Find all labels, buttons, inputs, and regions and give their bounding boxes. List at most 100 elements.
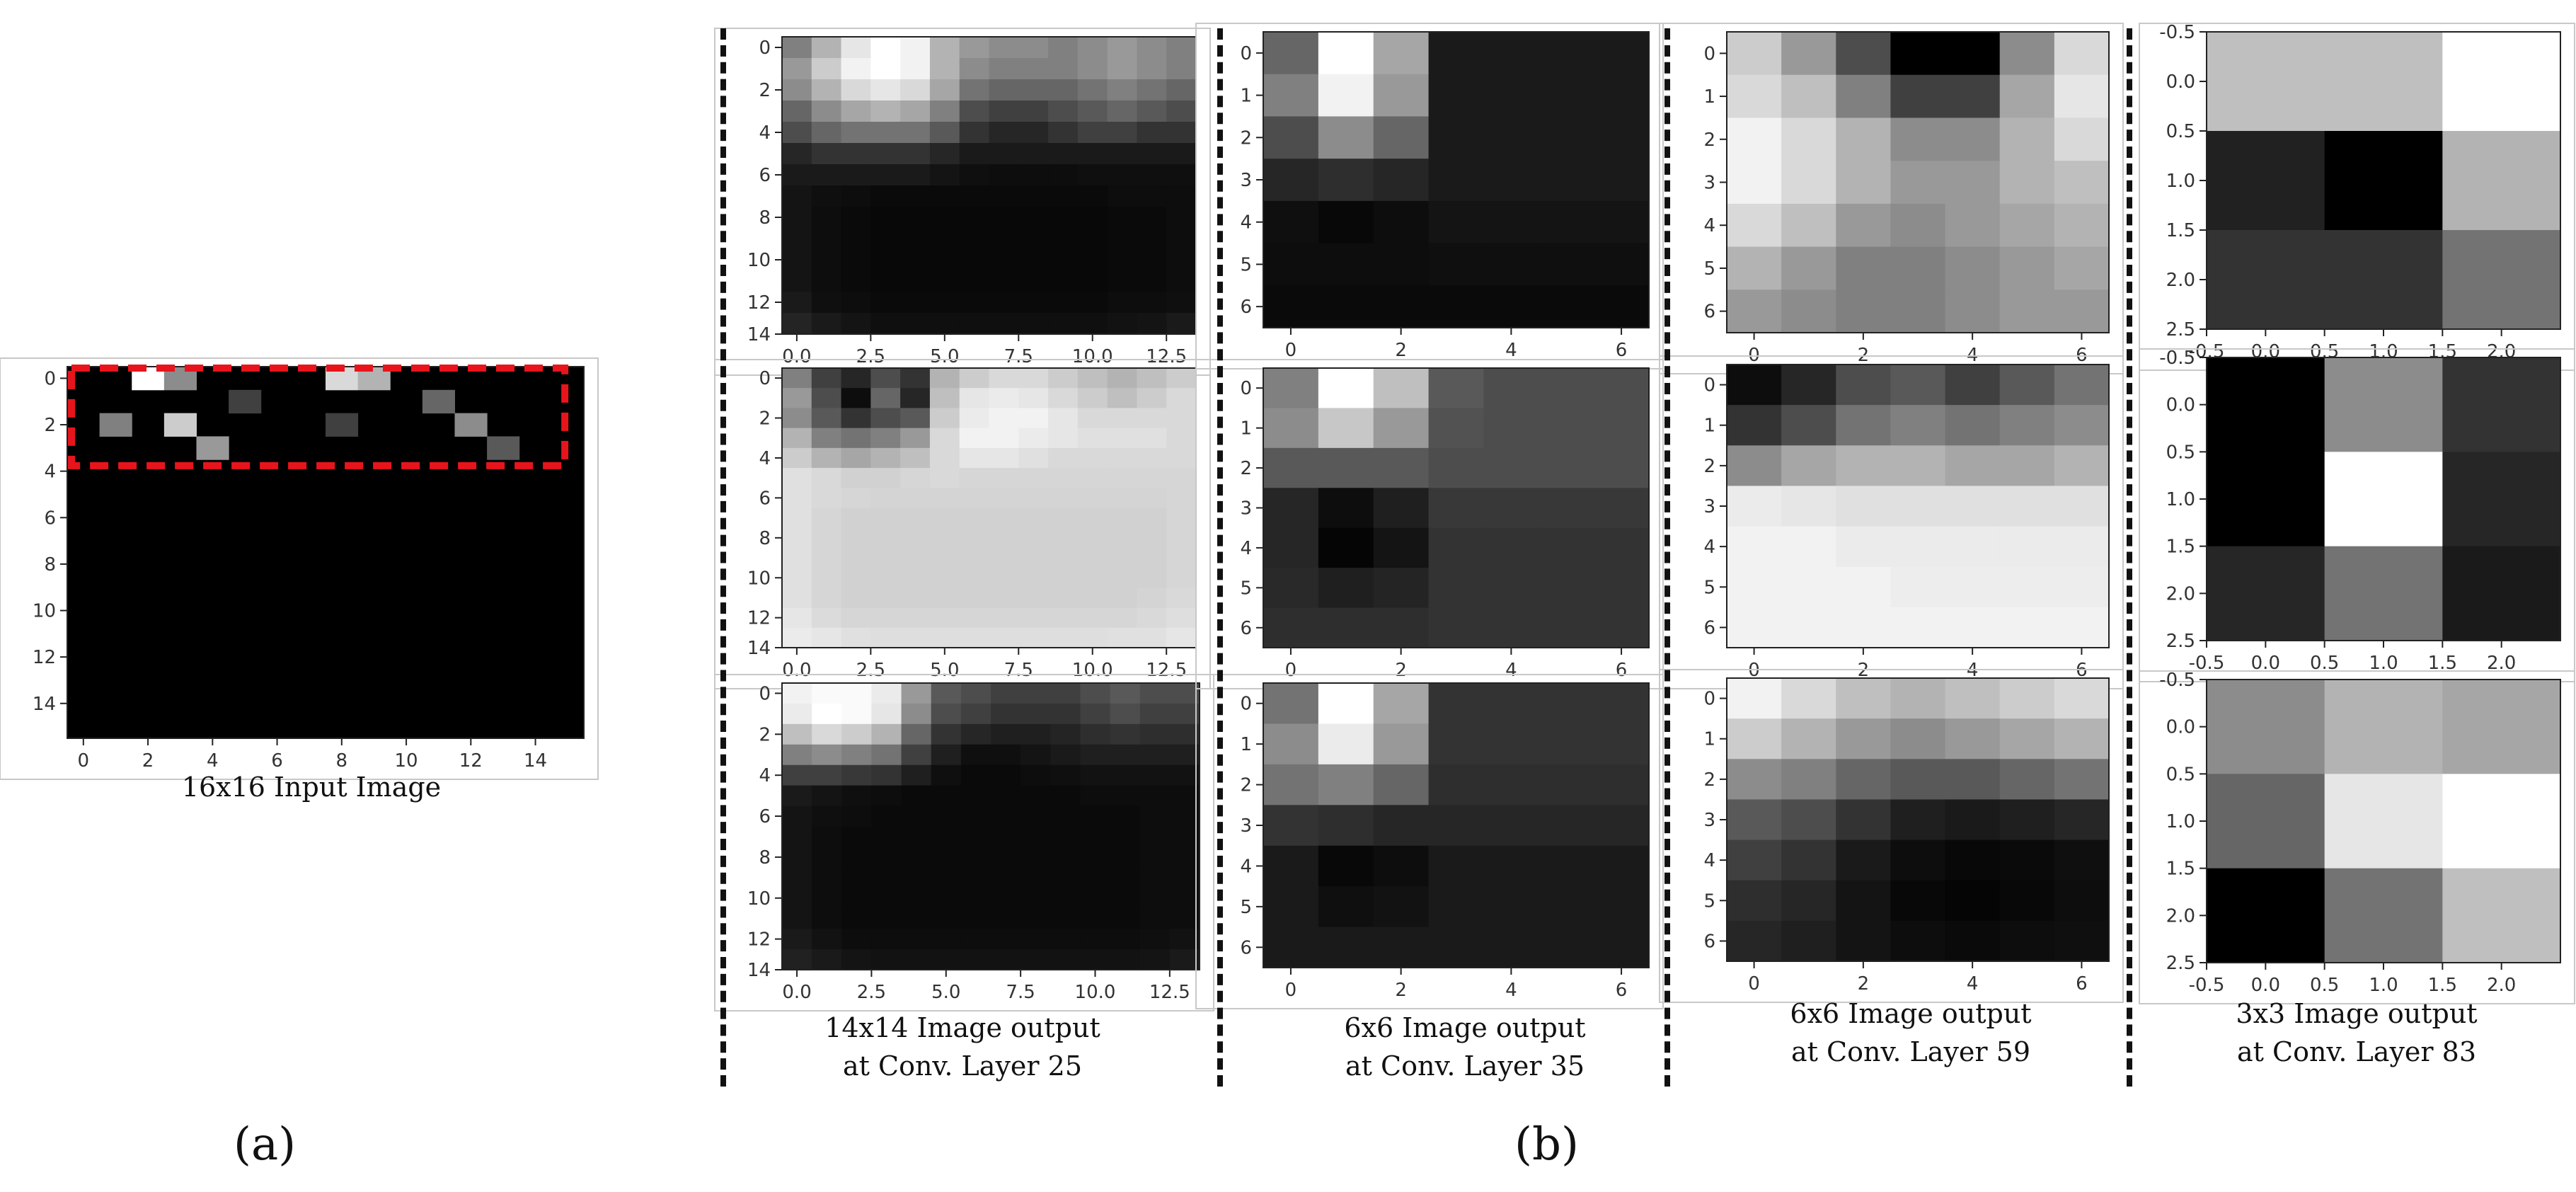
y-tick-label: 0.5 — [2166, 121, 2195, 142]
heatmap-cell — [1048, 122, 1079, 144]
heatmap-cell — [1999, 290, 2055, 333]
heatmap-cell — [841, 588, 871, 609]
heatmap-cell — [1539, 805, 1594, 847]
heatmap-cell — [900, 508, 931, 529]
heatmap-cell — [1539, 243, 1594, 286]
col1-caption-line1: 14x14 Image output — [824, 1012, 1100, 1043]
heatmap-cell — [1077, 368, 1108, 389]
heatmap-cell — [929, 488, 960, 509]
heatmap-cell — [1048, 468, 1079, 488]
heatmap-cell — [959, 164, 990, 186]
heatmap-cell — [841, 764, 873, 786]
heatmap-cell — [1107, 101, 1138, 122]
heatmap-cell — [901, 888, 932, 909]
heatmap-cell — [900, 447, 931, 469]
heatmap-cell — [1077, 249, 1108, 271]
heatmap-cell — [2054, 880, 2110, 922]
heatmap-cell — [812, 847, 842, 868]
x-tick-label: 7.5 — [1006, 982, 1035, 1003]
heatmap-cell — [782, 270, 812, 292]
y-tick-label: 2.0 — [2166, 905, 2195, 927]
heatmap-cell — [1483, 32, 1539, 75]
heatmap-cell — [1890, 32, 1946, 76]
heatmap-cell — [2207, 680, 2325, 774]
heatmap-cell — [960, 929, 991, 950]
heatmap-cell — [1727, 118, 1782, 161]
heatmap-cell — [1539, 488, 1594, 529]
heatmap-cell — [991, 723, 1021, 745]
heatmap-cell — [782, 249, 812, 271]
heatmap-cell — [782, 292, 812, 314]
heatmap-cell — [1080, 683, 1111, 704]
x-tick-label: 10.0 — [1075, 982, 1116, 1003]
separator-3 — [1664, 28, 1670, 1087]
heatmap-cell — [841, 508, 871, 529]
heatmap-cell — [1428, 764, 1485, 806]
y-tick-label: 3 — [1240, 815, 1252, 837]
heatmap-cell — [2054, 246, 2110, 290]
heatmap-cell — [1169, 764, 1200, 786]
y-tick-label: 1 — [1240, 86, 1252, 107]
heatmap-cell — [1999, 445, 2055, 487]
heatmap-cell — [901, 867, 932, 888]
heatmap-cell — [931, 949, 962, 970]
heatmap-cell — [1137, 527, 1167, 549]
heatmap-cell — [1781, 161, 1836, 205]
heatmap-cell — [1539, 368, 1594, 409]
heatmap-cell — [1836, 678, 1892, 719]
heatmap-cell — [1318, 723, 1374, 765]
x-tick-label: 6 — [271, 750, 283, 772]
heatmap-cell — [2442, 357, 2561, 452]
y-tick-label: 6 — [1240, 297, 1252, 318]
heatmap-cell — [1999, 32, 2055, 76]
y-tick-label: 3 — [1703, 810, 1715, 831]
heatmap-cell — [1727, 718, 1782, 760]
heatmap-cell — [1594, 447, 1650, 488]
heatmap-cell — [841, 785, 873, 807]
heatmap-cell — [782, 607, 812, 629]
heatmap-cell — [959, 249, 990, 271]
x-tick-label: 12.5 — [1149, 982, 1190, 1003]
heatmap-cell — [1836, 607, 1892, 648]
heatmap-cell — [959, 447, 990, 469]
heatmap-cell — [841, 806, 873, 827]
heatmap-cell — [1048, 368, 1079, 389]
heatmap-cell — [2324, 774, 2443, 869]
heatmap-cell — [900, 207, 931, 229]
heatmap-cell — [1836, 880, 1892, 922]
heatmap-cell — [870, 122, 901, 144]
heatmap-cell — [841, 867, 873, 888]
heatmap-cell — [1107, 588, 1138, 609]
heatmap-cell — [2207, 546, 2325, 641]
heatmap-cell — [870, 101, 901, 122]
heatmap-cell — [1318, 32, 1374, 75]
heatmap-cell — [1110, 723, 1141, 745]
heatmap-cell — [1166, 58, 1197, 80]
heatmap-cell — [1836, 839, 1892, 881]
heatmap-cell — [959, 408, 990, 429]
heatmap-cell — [1890, 920, 1946, 962]
heatmap-cell — [1018, 627, 1049, 648]
heatmap-cell — [1080, 723, 1111, 745]
heatmap-l83-1: -0.5 0.0 0.5 1.0 1.5 2.0-0.50.00.51.01.52.02.… — [2139, 22, 2575, 371]
heatmap-cell — [1373, 408, 1430, 449]
heatmap-cell — [1263, 32, 1319, 75]
heatmap-cell — [931, 888, 962, 909]
heatmap-cell — [1110, 785, 1141, 807]
heatmap-cell — [960, 703, 991, 725]
heatmap-cell — [871, 723, 902, 745]
heatmap-cell — [782, 368, 812, 389]
heatmap-cell — [929, 207, 960, 229]
heatmap-cell — [1020, 744, 1051, 766]
heatmap-cell — [1080, 826, 1111, 848]
heatmap-cell — [929, 627, 960, 648]
y-tick-label: 1 — [1703, 729, 1715, 750]
heatmap-cell — [1594, 683, 1650, 725]
heatmap-cell — [1169, 908, 1200, 929]
heatmap-cell — [989, 122, 1019, 144]
y-tick-label: 5 — [1240, 254, 1252, 275]
heatmap-cell — [841, 368, 871, 389]
heatmap-cell — [1890, 486, 1946, 527]
heatmap-cell — [1107, 270, 1138, 292]
heatmap-cell — [991, 764, 1021, 786]
